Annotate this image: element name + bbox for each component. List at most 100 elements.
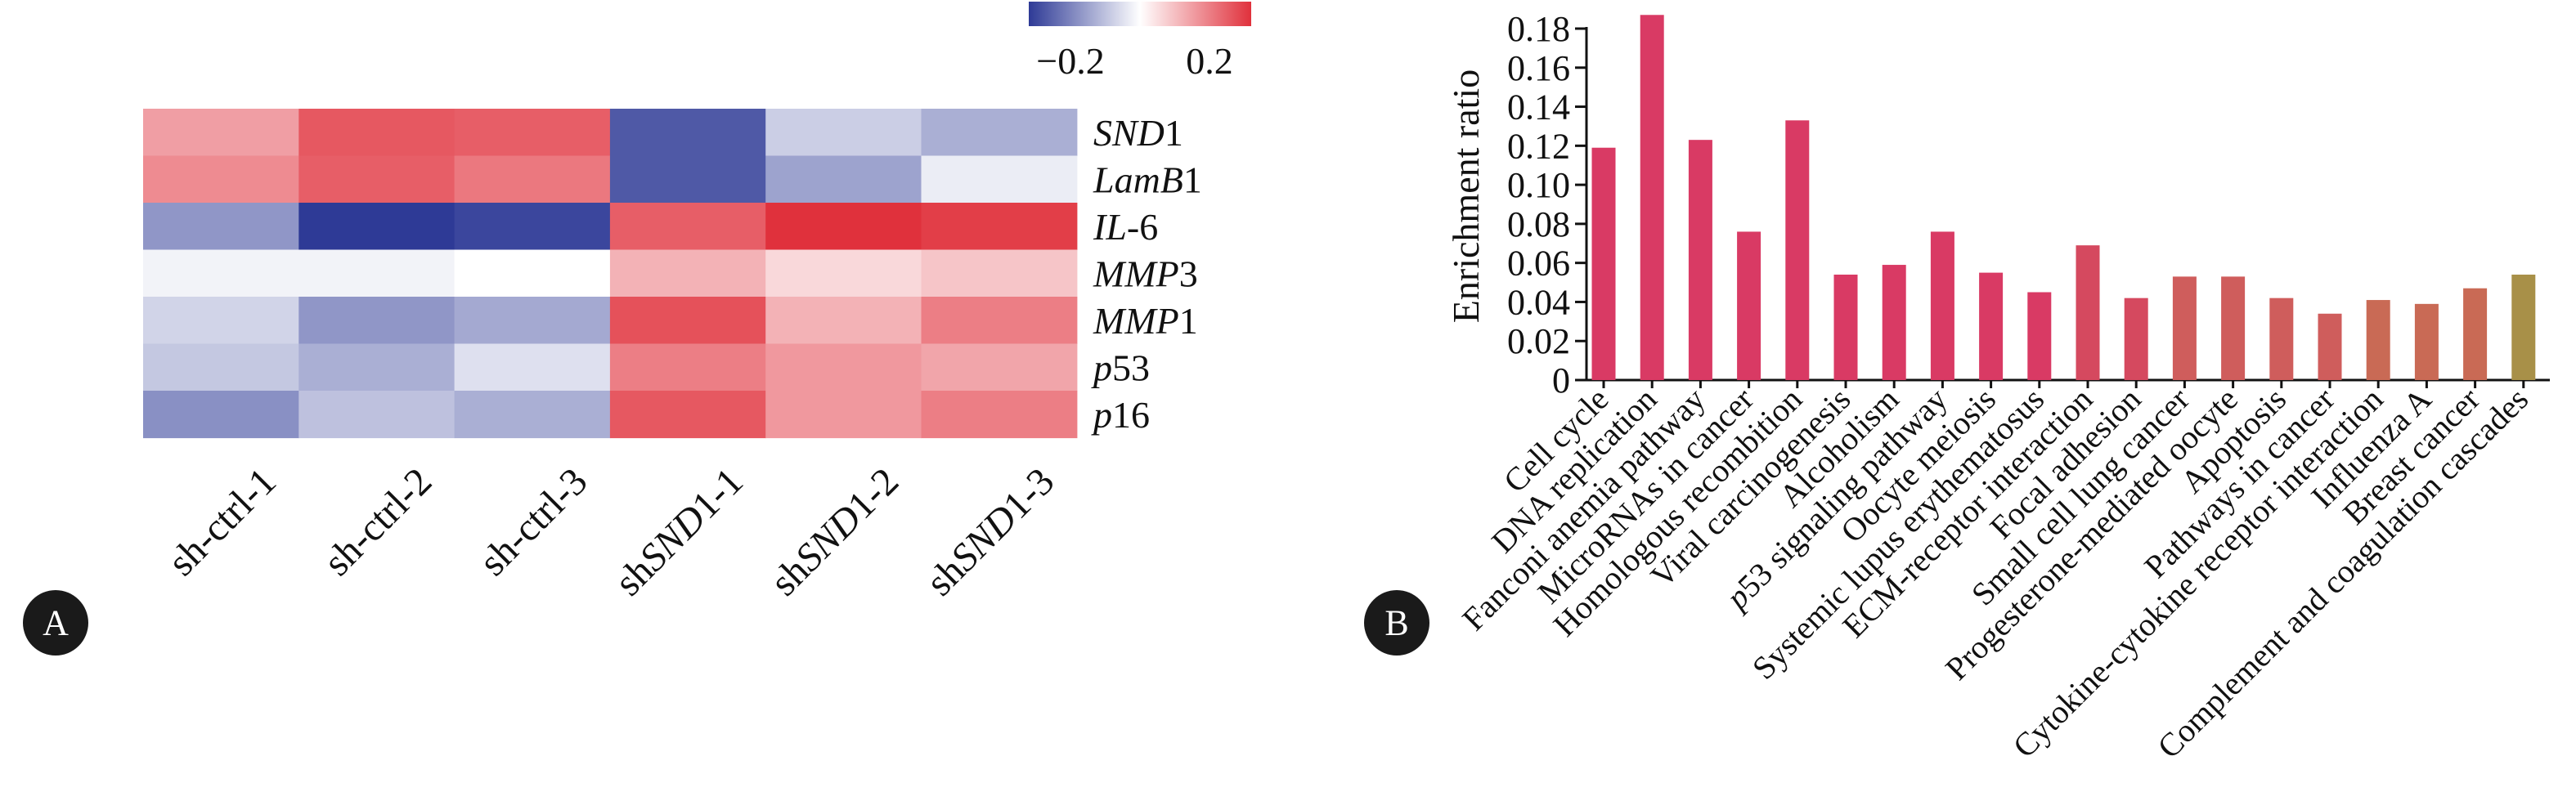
heatmap-cell: [298, 297, 456, 345]
heatmap-cell: [921, 203, 1078, 251]
heatmap-column-label: shSND1-1: [607, 459, 752, 604]
bar: [1833, 275, 1858, 380]
bar: [2269, 298, 2294, 380]
heatmap-cell: [298, 203, 456, 251]
bar-chart-axes: 00.020.040.060.080.100.120.140.160.18: [1507, 9, 2550, 400]
heatmap-cell: [765, 155, 922, 204]
bar-chart-bars: [1591, 15, 2536, 381]
heatmap-column-label: sh-ctrl-3: [471, 459, 595, 584]
heatmap-cell: [298, 249, 456, 298]
heatmap-row-label: MMP1: [1093, 300, 1198, 342]
panel-badge-b-circle: [1364, 590, 1429, 656]
heatmap-column-label: sh-ctrl-1: [159, 459, 284, 584]
heatmap-cell: [765, 297, 922, 345]
bar: [1785, 120, 1810, 380]
colorbar-tick-label: 0.2: [1186, 40, 1233, 82]
y-tick-label: 0.16: [1507, 48, 1570, 88]
panel-badge-a-circle: [23, 590, 88, 656]
y-tick-label: 0.06: [1507, 244, 1570, 284]
heatmap-cell: [298, 391, 456, 439]
bar: [1979, 272, 2004, 380]
heatmap-cell: [765, 203, 922, 251]
y-tick-label: 0.08: [1507, 204, 1570, 244]
bar: [2463, 288, 2488, 380]
heatmap-cell: [454, 109, 611, 157]
heatmap-row-label: MMP3: [1093, 253, 1198, 294]
heatmap-cell: [921, 343, 1078, 392]
bar: [2318, 313, 2342, 380]
y-tick-label: 0.18: [1507, 9, 1570, 49]
heatmap-cell: [454, 343, 611, 392]
heatmap-row-label: LamB1: [1093, 159, 1202, 200]
heatmap-column-label: shSND1-2: [762, 459, 907, 604]
heatmap-cell: [298, 155, 456, 204]
bar: [1882, 265, 1906, 380]
heatmap-cell: [609, 297, 766, 345]
bar: [2221, 276, 2246, 380]
heatmap-panel: SND1 LamB1 IL-6 MMP3 MMP1 p53 p16 sh-ctrl-1 sh-…: [23, 2, 1251, 656]
heatmap-cell: [609, 391, 766, 439]
heatmap-cell: [143, 203, 299, 251]
heatmap-cell: [765, 343, 922, 392]
bar: [2076, 245, 2100, 380]
heatmap-column-label: sh-ctrl-2: [316, 459, 440, 584]
heatmap-cell: [454, 391, 611, 439]
colorbar-tick-label: −0.2: [1036, 40, 1104, 82]
heatmap-cell: [765, 109, 922, 157]
y-tick-label: 0.10: [1507, 165, 1570, 205]
heatmap-cell: [609, 155, 766, 204]
heatmap-row-labels: SND1 LamB1 IL-6 MMP3 MMP1 p53 p16: [1091, 112, 1202, 436]
y-tick-label: 0.02: [1507, 321, 1570, 361]
heatmap-cell: [609, 343, 766, 392]
panel-letter-a: A: [43, 603, 69, 643]
heatmap-cell: [921, 249, 1078, 298]
heatmap-cell: [143, 297, 299, 345]
panel-badge-b: B: [1364, 590, 1429, 656]
heatmap-cell: [298, 343, 456, 392]
heatmap-cell: [143, 109, 299, 157]
heatmap-cell: [921, 297, 1078, 345]
bar: [2172, 276, 2197, 380]
heatmap-cell: [454, 297, 611, 345]
y-tick-label: 0.14: [1507, 87, 1570, 128]
heatmap-cell: [454, 249, 611, 298]
bar: [1737, 231, 1761, 380]
heatmap-cell: [143, 343, 299, 392]
bar: [2366, 300, 2390, 380]
heatmap-cell: [454, 155, 611, 204]
heatmap-cell: [609, 249, 766, 298]
bar: [2027, 292, 2052, 380]
heatmap-row-label: SND1: [1093, 112, 1183, 154]
heatmap-cell: [143, 391, 299, 439]
heatmap-cell: [921, 155, 1078, 204]
bar-chart-panel: 00.020.040.060.080.100.120.140.160.18 Ce…: [1364, 9, 2550, 765]
bar: [2124, 298, 2148, 380]
bar: [2414, 303, 2439, 380]
heatmap-cell: [143, 155, 299, 204]
heatmap-cell: [143, 249, 299, 298]
heatmap-row-label: IL-6: [1093, 206, 1158, 248]
heatmap-column-label: shSND1-3: [918, 459, 1062, 604]
heatmap-cell: [921, 109, 1078, 157]
bar: [1591, 147, 1616, 380]
panel-letter-b: B: [1384, 603, 1408, 643]
bar: [1688, 140, 1712, 380]
heatmap-row-label: p16: [1091, 394, 1150, 436]
heatmap-row-label: p53: [1091, 347, 1150, 388]
bar: [1930, 231, 1954, 380]
y-tick-label: 0.04: [1507, 282, 1570, 322]
bar: [2511, 275, 2536, 380]
heatmap-col-labels: sh-ctrl-1 sh-ctrl-2 sh-ctrl-3 shSND1-1shSND…: [159, 459, 1062, 604]
panel-badge-a: A: [23, 590, 88, 656]
heatmap-cell: [609, 203, 766, 251]
heatmap-cell: [921, 391, 1078, 439]
bar-chart-ylabel: Enrichment ratio: [1445, 69, 1487, 323]
colorbar: −0.2 0.2: [1029, 2, 1251, 82]
heatmap-cell: [765, 391, 922, 439]
y-tick-label: 0: [1552, 360, 1570, 400]
heatmap-cell: [298, 109, 456, 157]
y-tick-label: 0.12: [1507, 126, 1570, 166]
heatmap-cell: [609, 109, 766, 157]
